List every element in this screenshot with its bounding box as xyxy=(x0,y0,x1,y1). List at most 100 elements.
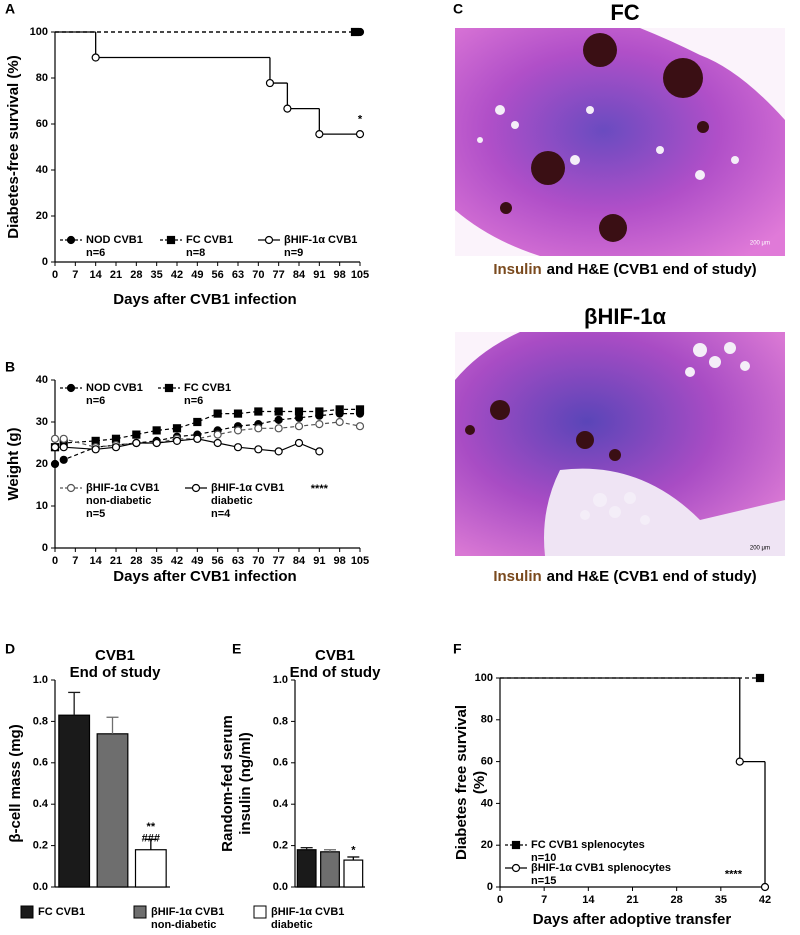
legend-label: FC CVB1 splenocytes xyxy=(531,839,645,851)
annotation: **** xyxy=(311,483,329,495)
marker xyxy=(254,407,263,416)
x-axis-title: Days after adoptive transfer xyxy=(533,911,732,928)
series-line xyxy=(54,413,360,465)
annotation: * xyxy=(358,113,363,125)
y-tick-label: 0.4 xyxy=(273,798,289,810)
x-tick-label: 63 xyxy=(232,269,244,281)
x-axis-title: Days after CVB1 infection xyxy=(113,291,296,308)
x-tick-label: 63 xyxy=(232,555,244,567)
legend-swatch xyxy=(20,905,34,919)
marker xyxy=(355,130,365,139)
image-title: FC xyxy=(610,0,639,25)
y-tick-label: 20 xyxy=(36,210,48,222)
x-tick-label: 35 xyxy=(715,894,727,906)
panel-letter: F xyxy=(453,641,462,657)
y-tick-label: 0 xyxy=(42,256,48,268)
y-tick-label: 0.8 xyxy=(33,715,48,727)
chart-subtitle: End of study xyxy=(70,664,161,681)
x-tick-label: 56 xyxy=(212,555,224,567)
histology-image: βHIF-1α 200 μm Insulin and H&E (CVB1 end … xyxy=(455,304,785,585)
chart-title: CVB1 xyxy=(95,647,135,664)
legend-label: FC CVB1 xyxy=(38,906,85,918)
series-line xyxy=(55,421,361,448)
x-tick-label: 49 xyxy=(191,555,203,567)
y-axis-title: insulin (ng/ml) xyxy=(237,732,254,835)
bar xyxy=(296,849,317,888)
image-caption: Insulin and H&E (CVB1 end of study) xyxy=(493,261,756,278)
marker xyxy=(152,426,161,435)
marker xyxy=(59,443,68,452)
x-tick-label: 42 xyxy=(171,269,183,281)
legend-label: n=6 xyxy=(86,395,105,407)
x-tick-label: 70 xyxy=(252,269,264,281)
panel-letter: B xyxy=(5,359,15,375)
scale-bar: 200 μm xyxy=(750,241,770,247)
x-tick-label: 7 xyxy=(72,555,78,567)
legend-marker xyxy=(66,235,76,245)
x-tick-label: 84 xyxy=(293,269,306,281)
marker xyxy=(294,422,304,431)
marker xyxy=(233,409,243,418)
y-tick-label: 30 xyxy=(36,416,48,428)
marker xyxy=(59,434,68,443)
annotation: ** xyxy=(147,821,156,833)
y-axis-title: β-cell mass (mg) xyxy=(7,724,24,842)
marker xyxy=(254,424,263,433)
x-tick-label: 0 xyxy=(52,269,58,281)
x-tick-label: 91 xyxy=(313,269,325,281)
x-tick-label: 21 xyxy=(110,269,122,281)
y-tick-label: 80 xyxy=(481,714,493,726)
x-tick-label: 56 xyxy=(212,269,224,281)
legend-label: βHIF-1α CVB1 xyxy=(211,482,284,494)
image-caption: Insulin and H&E (CVB1 end of study) xyxy=(493,568,756,585)
marker xyxy=(315,407,324,416)
marker xyxy=(274,447,283,456)
bar xyxy=(134,849,167,888)
marker xyxy=(755,673,765,683)
x-tick-label: 28 xyxy=(130,555,142,567)
legend-label: FC CVB1 xyxy=(186,234,233,246)
x-tick-label: 105 xyxy=(351,269,369,281)
y-tick-label: 0.6 xyxy=(33,757,48,769)
marker xyxy=(294,407,304,416)
legend-label: diabetic xyxy=(211,495,253,507)
bar xyxy=(96,733,129,888)
legend-marker xyxy=(264,235,274,245)
y-tick-label: 0.2 xyxy=(273,840,288,852)
x-tick-label: 42 xyxy=(171,555,183,567)
marker xyxy=(265,78,275,88)
legend-marker xyxy=(164,383,174,393)
x-tick-label: 98 xyxy=(334,555,346,567)
annotation: * xyxy=(351,845,356,857)
annotation: ### xyxy=(142,832,160,844)
y-axis-title: Weight (g) xyxy=(5,427,22,500)
x-tick-label: 70 xyxy=(252,555,264,567)
y-tick-label: 1.0 xyxy=(33,674,48,686)
legend-label: βHIF-1α CVB1 xyxy=(151,906,224,918)
legend-label: n=10 xyxy=(531,852,556,864)
marker xyxy=(91,445,100,454)
x-tick-label: 98 xyxy=(334,269,346,281)
series-line xyxy=(54,408,360,448)
x-axis-title: Days after CVB1 infection xyxy=(113,568,296,585)
y-axis-title: (%) xyxy=(471,771,488,794)
x-tick-label: 0 xyxy=(497,894,503,906)
marker xyxy=(213,430,222,439)
y-tick-label: 0.0 xyxy=(33,881,48,893)
y-tick-label: 40 xyxy=(36,164,48,176)
x-tick-label: 14 xyxy=(582,894,595,906)
x-tick-label: 105 xyxy=(351,555,369,567)
legend-swatch xyxy=(253,905,267,919)
x-tick-label: 21 xyxy=(626,894,638,906)
y-tick-label: 40 xyxy=(481,797,493,809)
y-tick-label: 100 xyxy=(30,26,48,38)
x-tick-label: 14 xyxy=(90,555,103,567)
y-tick-label: 1.0 xyxy=(273,674,288,686)
scale-bar: 200 μm xyxy=(750,546,770,552)
legend-label: non-diabetic xyxy=(151,919,216,931)
marker xyxy=(274,424,283,433)
marker xyxy=(315,447,324,456)
marker xyxy=(50,459,60,469)
bar xyxy=(320,851,340,888)
legend-label: βHIF-1α CVB1 splenocytes xyxy=(531,862,671,874)
